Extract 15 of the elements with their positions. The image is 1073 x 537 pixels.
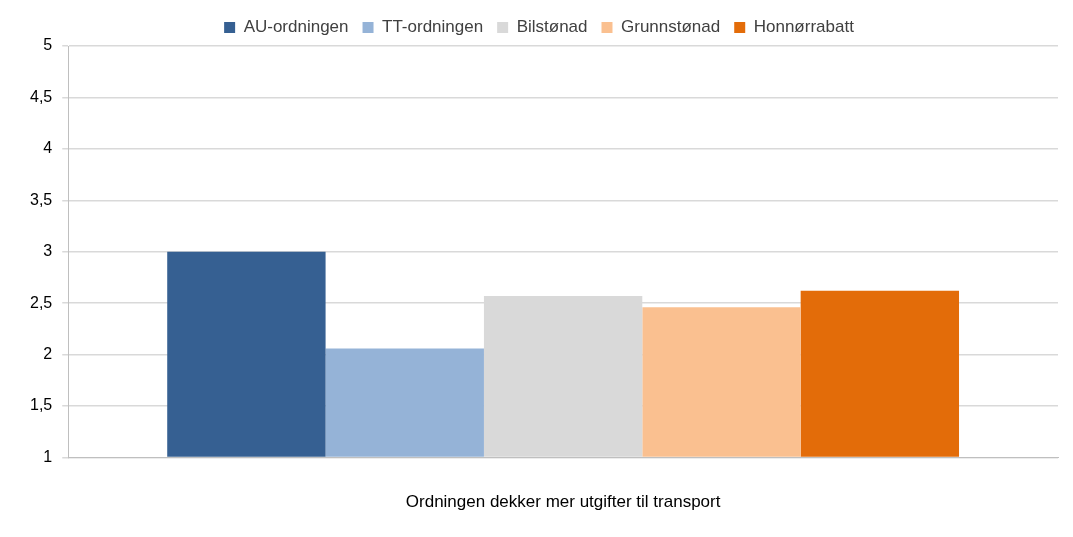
y-tick-label: 2 (43, 344, 53, 362)
y-tick-label: 5 (43, 36, 53, 54)
y-tick-label: 4,5 (29, 87, 53, 105)
y-tick-label: 3 (43, 242, 53, 260)
y-tick-label: 3,5 (29, 190, 53, 208)
y-tick-label: 4 (43, 139, 53, 157)
y-tick-label: 1 (43, 447, 53, 465)
legend-label: Honnørrabatt (753, 17, 855, 37)
legend-label: Grunnstønad (621, 17, 721, 37)
y-tick-label: 2,5 (29, 293, 53, 311)
legend-label: Bilstønad (516, 17, 588, 37)
x-axis-title: Ordningen dekker mer utgifter til transport (405, 492, 721, 512)
legend-label: TT-ordningen (382, 17, 484, 37)
y-tick-label: 1,5 (29, 396, 53, 414)
legend-label: AU-ordningen (243, 17, 349, 37)
